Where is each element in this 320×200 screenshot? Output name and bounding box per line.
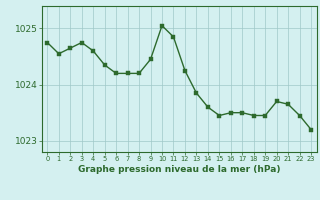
X-axis label: Graphe pression niveau de la mer (hPa): Graphe pression niveau de la mer (hPa) [78,165,280,174]
